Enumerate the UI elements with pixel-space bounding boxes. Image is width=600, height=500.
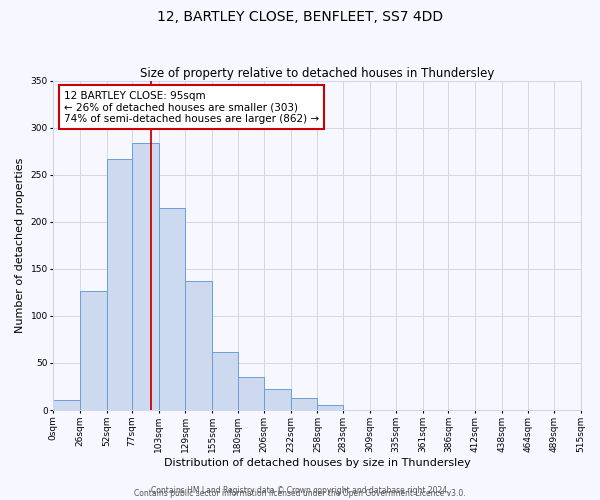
Bar [238,377,264,410]
Text: 12 BARTLEY CLOSE: 95sqm
← 26% of detached houses are smaller (303)
74% of semi-d: 12 BARTLEY CLOSE: 95sqm ← 26% of detache… [64,90,319,124]
X-axis label: Distribution of detached houses by size in Thundersley: Distribution of detached houses by size … [164,458,470,468]
Bar [53,400,80,410]
Title: Size of property relative to detached houses in Thundersley: Size of property relative to detached ho… [140,66,494,80]
Bar [185,281,212,410]
Bar [80,292,107,410]
Y-axis label: Number of detached properties: Number of detached properties [15,158,25,333]
Bar [107,159,132,410]
Bar [291,398,317,410]
Bar [212,352,238,410]
Text: 12, BARTLEY CLOSE, BENFLEET, SS7 4DD: 12, BARTLEY CLOSE, BENFLEET, SS7 4DD [157,10,443,24]
Bar [159,208,185,410]
Bar [132,143,159,410]
Bar [264,390,291,410]
Text: Contains public sector information licensed under the Open Government Licence v3: Contains public sector information licen… [134,488,466,498]
Bar [317,406,343,410]
Text: Contains HM Land Registry data © Crown copyright and database right 2024.: Contains HM Land Registry data © Crown c… [151,486,449,495]
